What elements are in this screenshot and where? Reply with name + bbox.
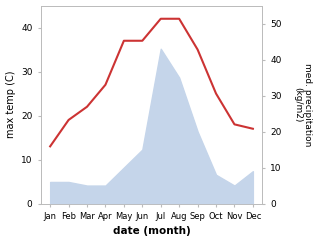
Y-axis label: max temp (C): max temp (C)	[5, 71, 16, 138]
X-axis label: date (month): date (month)	[113, 227, 190, 236]
Y-axis label: med. precipitation
(kg/m2): med. precipitation (kg/m2)	[293, 63, 313, 146]
